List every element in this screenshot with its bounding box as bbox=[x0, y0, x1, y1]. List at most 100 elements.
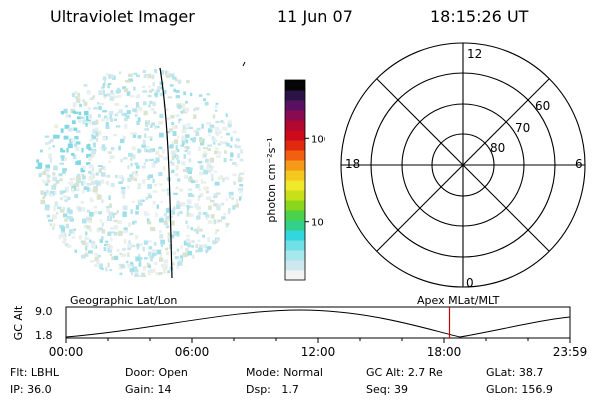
speckle bbox=[144, 257, 148, 260]
speckle bbox=[145, 196, 148, 200]
speckle bbox=[136, 105, 140, 108]
speckle bbox=[239, 184, 244, 187]
speckle bbox=[129, 232, 134, 236]
speckle bbox=[58, 234, 62, 240]
speckle bbox=[190, 227, 193, 231]
speckle bbox=[193, 228, 198, 232]
speckle bbox=[130, 132, 136, 135]
speckle bbox=[105, 121, 109, 127]
speckle bbox=[106, 244, 109, 248]
speckle bbox=[71, 236, 76, 239]
speckle bbox=[96, 138, 99, 142]
speckle bbox=[171, 208, 176, 211]
speckle bbox=[98, 90, 103, 95]
speckle bbox=[90, 240, 96, 244]
speckle bbox=[222, 141, 226, 144]
speckle bbox=[117, 220, 122, 225]
speckle bbox=[133, 154, 136, 160]
speckle bbox=[197, 197, 200, 201]
speckle bbox=[176, 204, 181, 209]
speckle bbox=[86, 153, 91, 158]
speckle bbox=[169, 84, 174, 87]
speckle bbox=[68, 114, 71, 118]
speckle bbox=[185, 167, 190, 171]
speckle bbox=[98, 263, 104, 269]
speckle bbox=[104, 243, 109, 246]
speckle bbox=[138, 202, 143, 206]
speckle bbox=[59, 197, 63, 201]
speckle bbox=[89, 138, 94, 142]
speckle bbox=[210, 173, 214, 178]
speckle bbox=[151, 88, 155, 92]
speckle bbox=[52, 172, 56, 176]
terminator-line bbox=[159, 67, 173, 279]
speckle bbox=[165, 72, 171, 78]
speckle bbox=[68, 233, 71, 236]
speckle bbox=[87, 187, 92, 192]
speckle bbox=[124, 105, 128, 108]
speckle bbox=[69, 178, 73, 181]
speckle bbox=[198, 188, 202, 192]
speckle bbox=[113, 219, 118, 223]
speckle bbox=[97, 194, 100, 197]
speckle bbox=[226, 223, 229, 228]
speckle bbox=[182, 108, 188, 114]
speckle bbox=[72, 154, 77, 159]
speckle bbox=[86, 209, 90, 213]
speckle bbox=[228, 191, 234, 196]
speckle bbox=[48, 146, 52, 150]
speckle bbox=[90, 199, 94, 202]
speckle bbox=[159, 113, 164, 118]
speckle bbox=[118, 263, 124, 266]
speckle bbox=[37, 162, 43, 168]
speckle bbox=[166, 188, 170, 192]
speckle bbox=[152, 178, 155, 183]
speckle bbox=[132, 108, 137, 112]
colorbar-cell bbox=[285, 220, 305, 231]
speckle bbox=[139, 259, 142, 263]
speckle bbox=[125, 115, 130, 119]
speckle bbox=[129, 261, 133, 265]
speckle bbox=[97, 102, 100, 105]
speckle bbox=[192, 254, 195, 259]
speckle bbox=[125, 118, 128, 121]
speckle bbox=[165, 108, 169, 111]
speckle bbox=[137, 253, 141, 258]
speckle bbox=[143, 74, 147, 79]
speckle bbox=[171, 122, 175, 125]
speckle bbox=[158, 172, 163, 177]
speckle bbox=[148, 240, 152, 243]
speckle bbox=[49, 193, 54, 197]
speckle bbox=[120, 138, 125, 144]
speckle bbox=[183, 168, 188, 173]
speckle bbox=[123, 88, 129, 93]
speckle bbox=[137, 148, 141, 154]
speckle bbox=[187, 123, 191, 127]
speckle bbox=[98, 105, 102, 111]
speckle bbox=[167, 235, 170, 239]
speckle bbox=[62, 207, 65, 210]
speckle bbox=[105, 240, 109, 243]
speckle bbox=[82, 169, 86, 173]
speckle bbox=[207, 165, 212, 169]
speckle bbox=[113, 255, 119, 261]
speckle bbox=[197, 239, 201, 242]
speckle bbox=[67, 143, 73, 149]
speckle bbox=[54, 201, 58, 207]
speckle bbox=[207, 148, 211, 151]
speckle bbox=[85, 245, 88, 251]
speckle bbox=[148, 195, 152, 199]
speckle bbox=[180, 110, 183, 114]
speckle bbox=[191, 240, 195, 243]
speckle bbox=[208, 133, 211, 137]
speckle bbox=[88, 164, 94, 169]
speckle bbox=[91, 166, 94, 172]
speckle bbox=[181, 129, 187, 133]
speckle bbox=[180, 245, 183, 250]
speckle bbox=[79, 103, 82, 108]
speckle bbox=[187, 150, 191, 155]
speckle bbox=[148, 272, 151, 276]
speckle bbox=[216, 240, 220, 244]
speckle bbox=[129, 268, 135, 273]
speckle bbox=[109, 245, 113, 250]
